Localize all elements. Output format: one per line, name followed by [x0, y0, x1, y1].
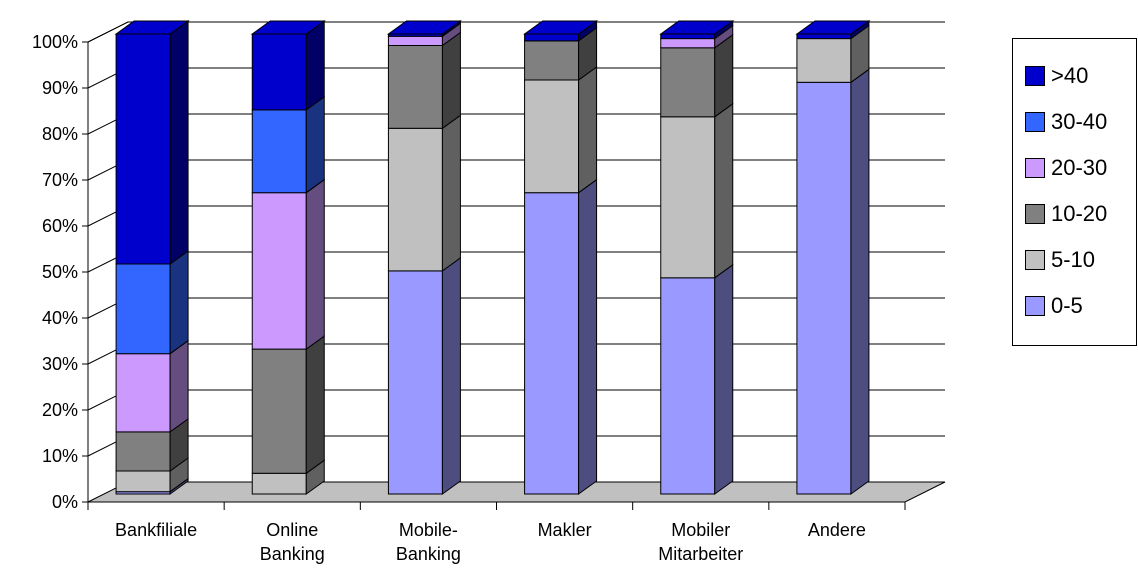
- bar-segment-side: [305, 20, 325, 111]
- bar-segment: [251, 109, 307, 194]
- bar-top: [523, 20, 599, 35]
- bar-segment-side: [169, 20, 189, 265]
- x-category-label: Bankfiliale: [115, 520, 197, 540]
- bar-segment: [660, 277, 716, 495]
- legend-item: 5-10: [1025, 245, 1095, 275]
- bar-stack: [114, 20, 190, 495]
- bar-segment-side: [169, 250, 189, 355]
- x-category-label: Mitarbeiter: [658, 544, 743, 564]
- bar-segment: [251, 348, 307, 474]
- bar-segment: [660, 116, 716, 279]
- bar-stack: [386, 20, 462, 495]
- x-category-label: Banking: [396, 544, 461, 564]
- bar-top: [659, 20, 735, 35]
- bar-segment-side: [441, 114, 461, 272]
- bar-segment-side: [578, 178, 598, 495]
- bar-segment: [251, 33, 307, 111]
- y-tick-label: 40%: [42, 308, 78, 328]
- bar-segment-side: [441, 256, 461, 495]
- bar-segment: [115, 263, 171, 355]
- legend-swatch: [1025, 204, 1045, 224]
- y-tick-label: 20%: [42, 400, 78, 420]
- y-tick-label: 80%: [42, 124, 78, 144]
- bar-segment: [660, 38, 716, 49]
- bar-segment: [251, 472, 307, 495]
- bar-segment-side: [714, 102, 734, 279]
- bar-top: [386, 20, 462, 35]
- bar-segment: [115, 470, 171, 493]
- bar-top: [114, 20, 190, 35]
- y-tick-label: 10%: [42, 446, 78, 466]
- x-category-label: Andere: [808, 520, 866, 540]
- gridline: [87, 21, 945, 43]
- bar-segment: [524, 192, 580, 495]
- legend-label: 0-5: [1051, 293, 1083, 318]
- x-category-label: Online: [266, 520, 318, 540]
- bar-segment: [660, 33, 716, 40]
- bar-top: [250, 20, 326, 35]
- x-category-label: Mobiler: [671, 520, 730, 540]
- bar-segment: [251, 192, 307, 350]
- bar-top: [795, 20, 871, 35]
- bar-segment-side: [578, 66, 598, 194]
- y-tick-label: 60%: [42, 216, 78, 236]
- legend-swatch: [1025, 158, 1045, 178]
- legend-item: >40: [1025, 61, 1088, 91]
- x-category-label: Mobile-: [399, 520, 458, 540]
- legend-label: 10-20: [1051, 201, 1108, 226]
- bar-segment: [387, 45, 443, 129]
- bar-segment-side: [441, 31, 461, 130]
- bar-stack: [795, 20, 871, 495]
- legend: >40 30-40 20-30 10-20 5-10 0-5: [1012, 38, 1137, 346]
- y-tick-label: 30%: [42, 354, 78, 374]
- axes: 0% 10% 20% 30% 40% 50% 60% 70% 80% 90% 100% Bankfil…: [32, 32, 906, 564]
- bar-segment-side: [850, 68, 870, 495]
- bar-stack: [659, 20, 735, 495]
- y-tick-label: 100%: [32, 32, 78, 52]
- bar-segment: [115, 431, 171, 472]
- bar-segment: [524, 33, 580, 42]
- bar-segment: [524, 40, 580, 81]
- legend-item: 10-20: [1025, 199, 1107, 229]
- bar-segment: [115, 33, 171, 265]
- bar-segment: [524, 79, 580, 194]
- bar-segment: [387, 35, 443, 46]
- bar-segment-side: [305, 335, 325, 475]
- bars: [114, 20, 871, 495]
- bar-segment: [115, 353, 171, 433]
- legend-label: 20-30: [1051, 155, 1108, 180]
- legend-label: 30-40: [1051, 109, 1108, 134]
- bar-segment-side: [305, 178, 325, 351]
- legend-item: 30-40: [1025, 107, 1107, 137]
- y-tick-label: 70%: [42, 170, 78, 190]
- bar-segment: [387, 127, 443, 272]
- bar-segment-side: [169, 339, 189, 433]
- bar-stack: [250, 20, 326, 495]
- bar-segment: [660, 47, 716, 118]
- bar-segment: [796, 81, 852, 495]
- y-tick-label: 0%: [52, 492, 78, 512]
- bar-segment: [796, 33, 852, 40]
- x-category-label: Makler: [538, 520, 592, 540]
- legend-swatch: [1025, 250, 1045, 270]
- legend-item: 0-5: [1025, 291, 1083, 321]
- legend-item: 20-30: [1025, 153, 1107, 183]
- bar-segment-side: [714, 33, 734, 118]
- legend-swatch: [1025, 112, 1045, 132]
- legend-label: 5-10: [1051, 247, 1096, 272]
- bar-segment-side: [714, 263, 734, 495]
- x-category-label: Banking: [260, 544, 325, 564]
- bar-segment-side: [305, 95, 325, 194]
- y-tick-label: 50%: [42, 262, 78, 282]
- bar-stack: [523, 20, 599, 495]
- legend-swatch: [1025, 296, 1045, 316]
- bar-segment: [387, 270, 443, 495]
- legend-swatch: [1025, 66, 1045, 86]
- bar-segment: [796, 38, 852, 83]
- y-tick-label: 90%: [42, 78, 78, 98]
- legend-label: >40: [1051, 63, 1089, 88]
